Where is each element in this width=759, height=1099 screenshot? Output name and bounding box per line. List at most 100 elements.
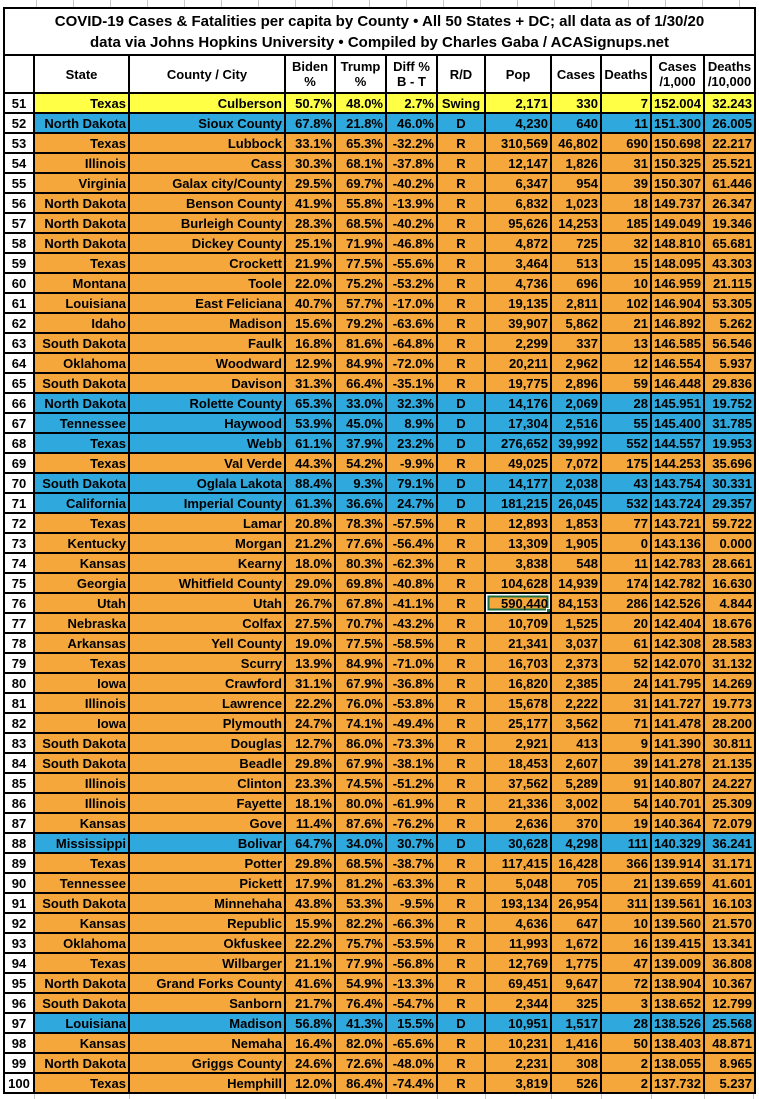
- cell-trump[interactable]: 74.5%: [336, 774, 387, 794]
- cell-county[interactable]: Grand Forks County: [130, 974, 286, 994]
- column-header-pop[interactable]: Pop: [486, 56, 552, 94]
- cell-biden[interactable]: 64.7%: [286, 834, 336, 854]
- cell-rd[interactable]: R: [438, 774, 486, 794]
- cell-pop[interactable]: 11,993: [486, 934, 552, 954]
- cell-rd[interactable]: D: [438, 114, 486, 134]
- cell-biden[interactable]: 16.4%: [286, 1034, 336, 1054]
- cell-cases_per_1000[interactable]: 138.526: [652, 1014, 705, 1034]
- cell-diff[interactable]: -38.7%: [387, 854, 438, 874]
- cell-diff[interactable]: -43.2%: [387, 614, 438, 634]
- cell-diff[interactable]: 23.2%: [387, 434, 438, 454]
- cell-cases_per_1000[interactable]: 138.403: [652, 1034, 705, 1054]
- cell-state[interactable]: Oklahoma: [35, 354, 130, 374]
- cell-county[interactable]: Davison: [130, 374, 286, 394]
- cell-biden[interactable]: 29.8%: [286, 854, 336, 874]
- cell-rd[interactable]: R: [438, 594, 486, 614]
- cell-cases_per_1000[interactable]: 142.783: [652, 554, 705, 574]
- cell-state[interactable]: South Dakota: [35, 374, 130, 394]
- cell-state[interactable]: South Dakota: [35, 474, 130, 494]
- cell-county[interactable]: Potter: [130, 854, 286, 874]
- cell-state[interactable]: Louisiana: [35, 1014, 130, 1034]
- cell-diff[interactable]: -38.1%: [387, 754, 438, 774]
- cell-diff[interactable]: -65.6%: [387, 1034, 438, 1054]
- cell-deaths_per_10000[interactable]: 5.937: [705, 354, 756, 374]
- cell-cases_per_1000[interactable]: 145.951: [652, 394, 705, 414]
- cell-rd[interactable]: R: [438, 274, 486, 294]
- row-number-cell[interactable]: 54: [5, 154, 35, 174]
- cell-pop[interactable]: 181,215: [486, 494, 552, 514]
- cell-cases[interactable]: 325: [552, 994, 602, 1014]
- row-number-cell[interactable]: 64: [5, 354, 35, 374]
- cell-trump[interactable]: 37.9%: [336, 434, 387, 454]
- cell-pop[interactable]: 10,709: [486, 614, 552, 634]
- cell-state[interactable]: Iowa: [35, 714, 130, 734]
- cell-state[interactable]: Iowa: [35, 674, 130, 694]
- cell-state[interactable]: South Dakota: [35, 734, 130, 754]
- row-number-cell[interactable]: 60: [5, 274, 35, 294]
- cell-cases[interactable]: 1,517: [552, 1014, 602, 1034]
- cell-pop[interactable]: 25,177: [486, 714, 552, 734]
- row-number-cell[interactable]: 68: [5, 434, 35, 454]
- cell-diff[interactable]: -73.3%: [387, 734, 438, 754]
- cell-rd[interactable]: R: [438, 974, 486, 994]
- cell-biden[interactable]: 31.1%: [286, 674, 336, 694]
- cell-diff[interactable]: -64.8%: [387, 334, 438, 354]
- cell-diff[interactable]: -48.0%: [387, 1054, 438, 1074]
- cell-cases_per_1000[interactable]: 151.300: [652, 114, 705, 134]
- cell-trump[interactable]: 48.0%: [336, 94, 387, 114]
- cell-trump[interactable]: 80.3%: [336, 554, 387, 574]
- cell-biden[interactable]: 30.3%: [286, 154, 336, 174]
- cell-diff[interactable]: 8.9%: [387, 414, 438, 434]
- cell-county[interactable]: Griggs County: [130, 1054, 286, 1074]
- cell-diff[interactable]: -71.0%: [387, 654, 438, 674]
- row-number-cell[interactable]: 96: [5, 994, 35, 1014]
- cell-biden[interactable]: 50.7%: [286, 94, 336, 114]
- cell-deaths[interactable]: 7: [602, 94, 652, 114]
- cell-rd[interactable]: R: [438, 514, 486, 534]
- cell-deaths_per_10000[interactable]: 59.722: [705, 514, 756, 534]
- cell-diff[interactable]: -17.0%: [387, 294, 438, 314]
- cell-trump[interactable]: 77.6%: [336, 534, 387, 554]
- cell-county[interactable]: Woodward: [130, 354, 286, 374]
- cell-cases[interactable]: 2,962: [552, 354, 602, 374]
- cell-county[interactable]: Culberson: [130, 94, 286, 114]
- cell-cases[interactable]: 413: [552, 734, 602, 754]
- cell-biden[interactable]: 17.9%: [286, 874, 336, 894]
- cell-deaths[interactable]: 54: [602, 794, 652, 814]
- cell-trump[interactable]: 66.4%: [336, 374, 387, 394]
- cell-cases_per_1000[interactable]: 148.095: [652, 254, 705, 274]
- cell-rd[interactable]: R: [438, 874, 486, 894]
- cell-deaths_per_10000[interactable]: 72.079: [705, 814, 756, 834]
- cell-rd[interactable]: R: [438, 214, 486, 234]
- cell-cases_per_1000[interactable]: 144.253: [652, 454, 705, 474]
- cell-deaths[interactable]: 21: [602, 314, 652, 334]
- cell-pop[interactable]: 276,652: [486, 434, 552, 454]
- cell-rd[interactable]: R: [438, 314, 486, 334]
- cell-rd[interactable]: R: [438, 1054, 486, 1074]
- cell-rd[interactable]: R: [438, 554, 486, 574]
- cell-deaths_per_10000[interactable]: 32.243: [705, 94, 756, 114]
- cell-pop[interactable]: 4,872: [486, 234, 552, 254]
- cell-cases[interactable]: 46,802: [552, 134, 602, 154]
- cell-state[interactable]: Illinois: [35, 154, 130, 174]
- cell-diff[interactable]: -35.1%: [387, 374, 438, 394]
- cell-deaths_per_10000[interactable]: 65.681: [705, 234, 756, 254]
- cell-cases[interactable]: 330: [552, 94, 602, 114]
- cell-biden[interactable]: 12.7%: [286, 734, 336, 754]
- cell-rd[interactable]: R: [438, 994, 486, 1014]
- cell-biden[interactable]: 53.9%: [286, 414, 336, 434]
- cell-diff[interactable]: -66.3%: [387, 914, 438, 934]
- column-header-diff[interactable]: Diff % B - T: [387, 56, 438, 94]
- row-number-cell[interactable]: 55: [5, 174, 35, 194]
- cell-pop[interactable]: 3,464: [486, 254, 552, 274]
- cell-county[interactable]: Kearny: [130, 554, 286, 574]
- cell-trump[interactable]: 68.5%: [336, 214, 387, 234]
- row-number-cell[interactable]: 78: [5, 634, 35, 654]
- cell-pop[interactable]: 3,838: [486, 554, 552, 574]
- cell-state[interactable]: Idaho: [35, 314, 130, 334]
- cell-cases_per_1000[interactable]: 138.055: [652, 1054, 705, 1074]
- column-header-trump[interactable]: Trump %: [336, 56, 387, 94]
- cell-cases_per_1000[interactable]: 152.004: [652, 94, 705, 114]
- cell-state[interactable]: Kansas: [35, 1034, 130, 1054]
- cell-deaths_per_10000[interactable]: 19.752: [705, 394, 756, 414]
